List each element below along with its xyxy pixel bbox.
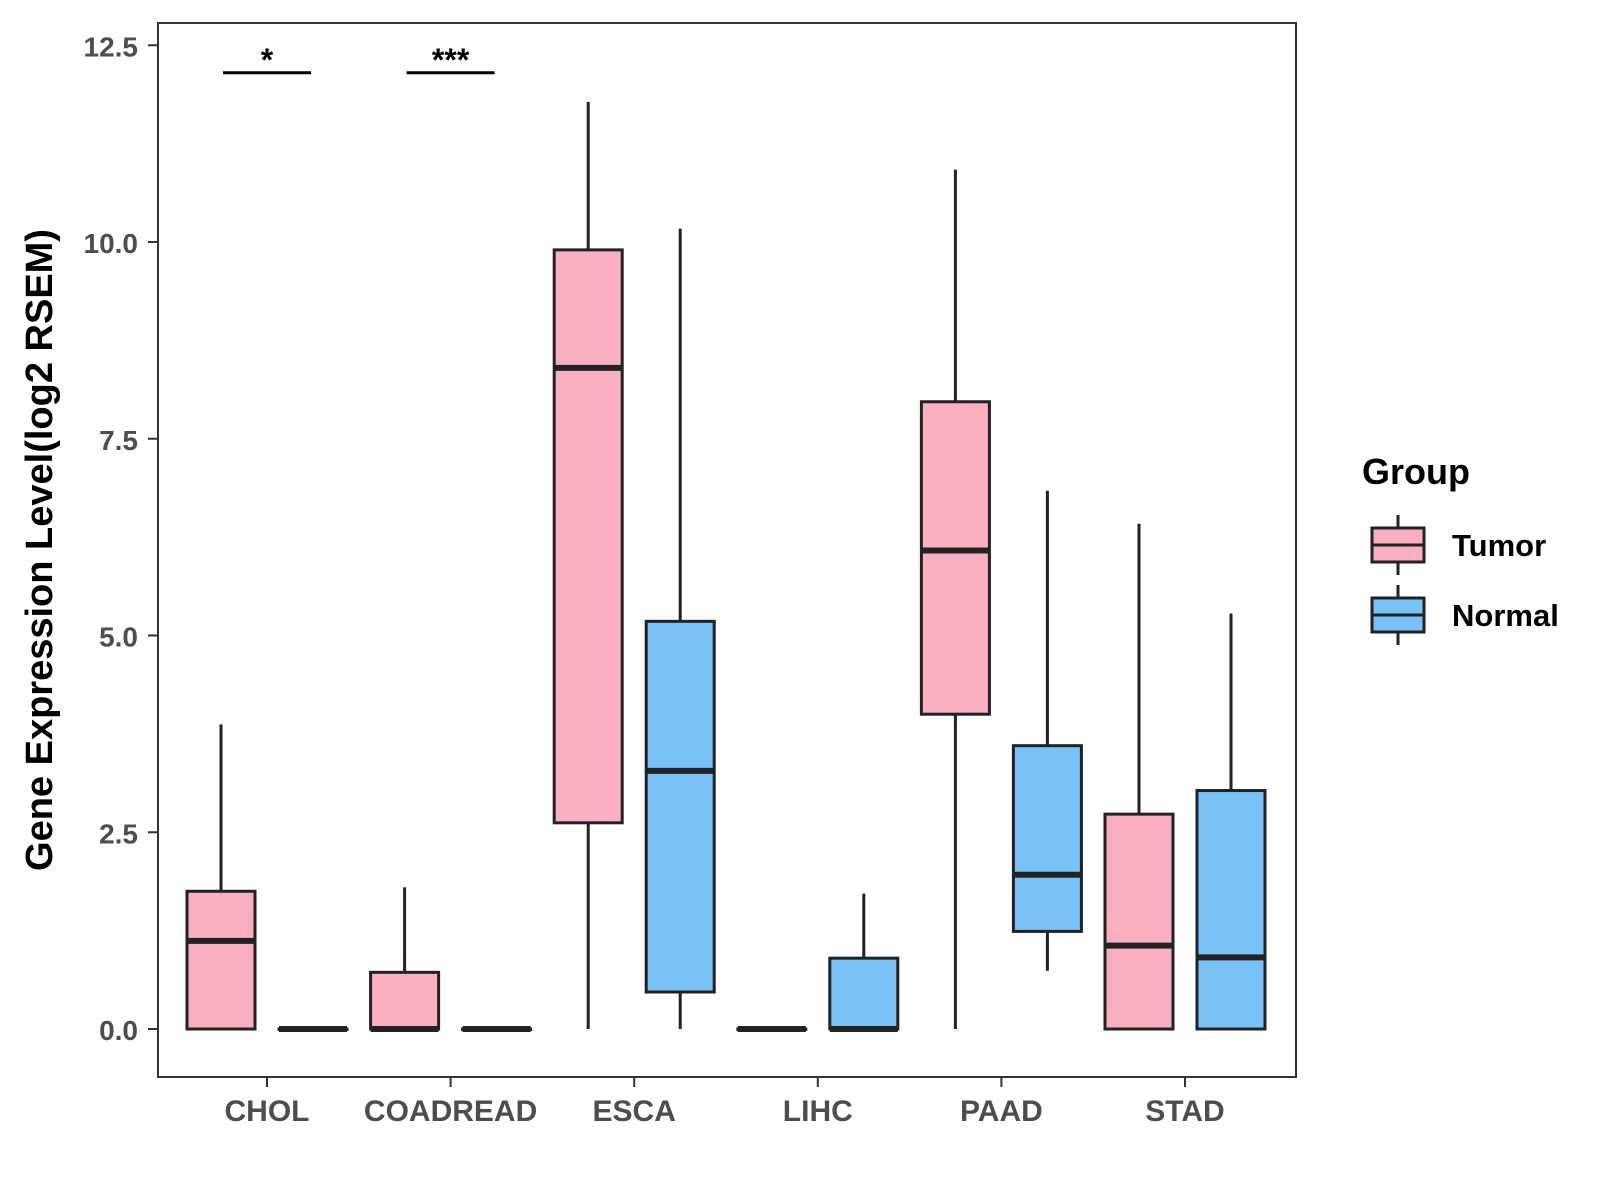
box-normal-coadread — [461, 1026, 533, 1032]
box-body — [369, 970, 441, 1031]
legend-item-tumor: Tumor — [1370, 515, 1546, 575]
series-tumor — [185, 101, 1175, 1032]
box-body — [1011, 744, 1083, 933]
plot-panel-border — [157, 22, 1297, 1078]
y-axis-title: Gene Expression Level(log2 RSEM) — [19, 229, 61, 871]
box-tumor-chol — [185, 724, 257, 1031]
box-normal-stad — [1195, 613, 1267, 1031]
box-normal-paad — [1011, 490, 1083, 971]
y-tick-label: 7.5 — [99, 425, 138, 456]
box-normal-lihc — [828, 893, 900, 1032]
y-tick-label: 12.5 — [84, 31, 139, 62]
x-tick-label: ESCA — [593, 1095, 676, 1128]
box-normal-esca — [644, 228, 716, 1029]
box-tumor-paad — [919, 169, 991, 1029]
box-tumor-stad — [1103, 523, 1175, 1031]
box-body — [1195, 789, 1267, 1031]
significance-label: * — [261, 42, 274, 78]
y-tick-label: 10.0 — [84, 228, 139, 259]
x-tick-label: STAD — [1145, 1095, 1224, 1128]
box-body — [919, 400, 991, 716]
y-axis: 0.0 2.5 5.0 7.5 10.0 12.5 — [84, 31, 158, 1046]
box-tumor-lihc — [736, 1026, 808, 1032]
series-normal — [277, 228, 1267, 1032]
x-axis: CHOL COADREAD ESCA LIHC PAAD STAD — [225, 1077, 1225, 1128]
x-tick-label: COADREAD — [364, 1095, 537, 1128]
box-body — [1103, 812, 1175, 1031]
plot-area: * *** — [185, 42, 1267, 1032]
box-tumor-esca — [552, 101, 624, 1029]
legend: Group Tumor Normal — [1362, 451, 1559, 645]
box-tumor-coadread — [369, 887, 441, 1032]
legend-item-normal: Normal — [1370, 585, 1559, 645]
box-body — [828, 956, 900, 1031]
box-body — [185, 889, 257, 1031]
legend-label-tumor: Tumor — [1452, 528, 1546, 563]
y-tick-label: 5.0 — [99, 622, 138, 653]
x-tick-label: PAAD — [960, 1095, 1043, 1128]
y-tick-label: 2.5 — [99, 818, 138, 849]
y-tick-label: 0.0 — [99, 1015, 138, 1046]
x-tick-label: CHOL — [225, 1095, 310, 1128]
significance-label: *** — [432, 42, 470, 78]
legend-title: Group — [1362, 451, 1470, 492]
box-body — [644, 619, 716, 994]
legend-label-normal: Normal — [1452, 598, 1559, 633]
x-tick-label: LIHC — [783, 1095, 853, 1128]
box-body — [552, 248, 624, 825]
box-normal-chol — [277, 1026, 349, 1032]
